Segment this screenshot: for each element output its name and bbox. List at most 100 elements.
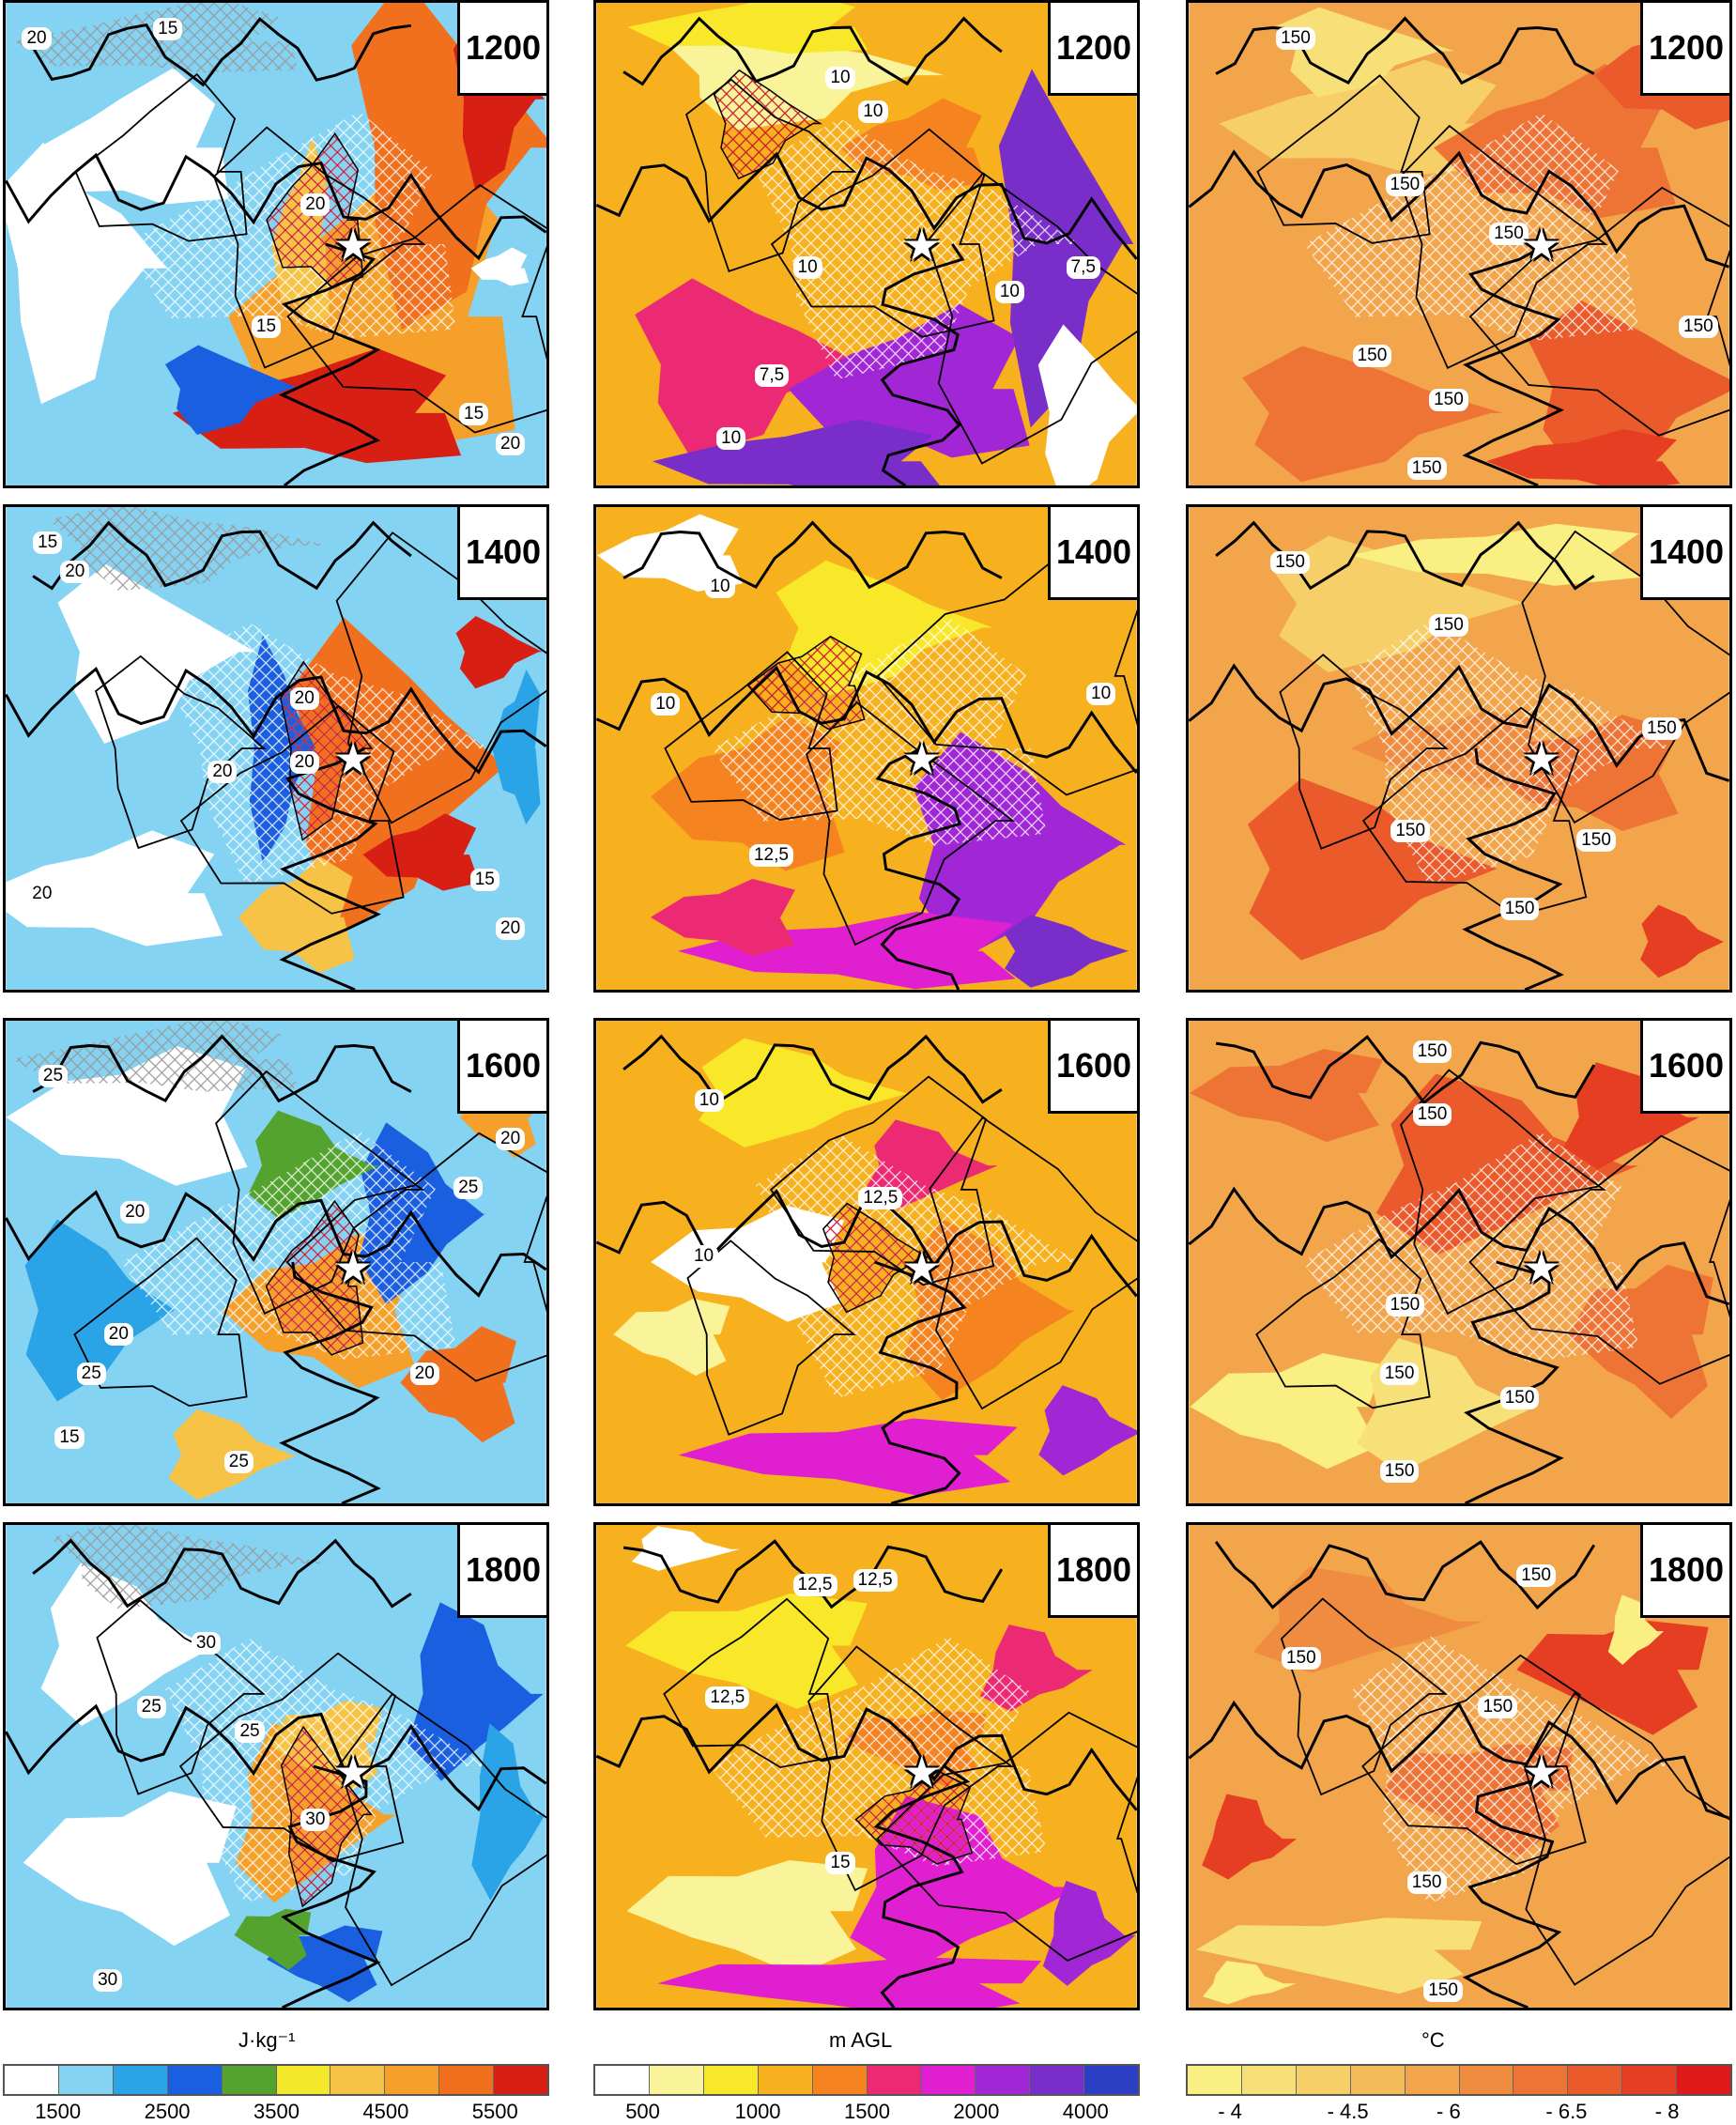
time-label: 1800 bbox=[1640, 1525, 1729, 1618]
isoline-label: 10 bbox=[688, 1245, 719, 1269]
colorbar-swatch bbox=[439, 2066, 495, 2094]
isoline-label: 25 bbox=[38, 1064, 69, 1087]
map-panel-r3-c0: 30 25 25 30 30 ★ 1800 bbox=[3, 1522, 549, 2010]
isoline-label: 10 bbox=[705, 575, 735, 598]
isoline-label: 30 bbox=[93, 1969, 123, 1993]
isoline-label: 150 bbox=[1352, 345, 1392, 367]
hatched-region bbox=[11, 1021, 300, 1092]
colorbar-swatch bbox=[1188, 2066, 1242, 2094]
isoline-label: 12,5 bbox=[858, 1186, 903, 1209]
field-region bbox=[407, 1602, 544, 1781]
country-border bbox=[1215, 520, 1595, 591]
country-border bbox=[6, 1703, 546, 1812]
isoline-label: 20 bbox=[207, 761, 238, 784]
colorbar bbox=[1186, 2064, 1732, 2096]
map-panel-r2-c2: 150 150 150 150 150 150 ★ 1600 bbox=[1186, 1018, 1732, 1506]
country-border bbox=[1189, 1186, 1729, 1306]
country-border bbox=[1189, 663, 1729, 782]
time-label: 1800 bbox=[457, 1525, 546, 1618]
country-border bbox=[6, 667, 546, 775]
colorbar-swatch bbox=[494, 2066, 548, 2094]
field-region bbox=[1189, 1049, 1384, 1143]
isoline-label: 25 bbox=[453, 1177, 484, 1200]
isoline-label: 12,5 bbox=[853, 1568, 898, 1592]
colorbar-unit: m AGL bbox=[829, 2028, 893, 2052]
isoline bbox=[1256, 74, 1431, 244]
map-panel-r2-c1: 10 10 12,5 ★ 1600 bbox=[593, 1018, 1140, 1506]
hatched-region bbox=[713, 69, 822, 180]
isoline-label: 7,5 bbox=[1066, 256, 1100, 280]
hatched-region bbox=[1347, 620, 1672, 885]
field-region bbox=[1253, 1566, 1483, 1673]
field-region bbox=[1640, 904, 1725, 978]
country-border bbox=[32, 520, 412, 591]
colorbar-swatch bbox=[58, 2066, 114, 2094]
field-region bbox=[625, 1593, 868, 1709]
colorbar-swatch bbox=[1241, 2066, 1297, 2094]
country-border bbox=[1462, 1764, 1562, 2008]
field-region bbox=[492, 669, 541, 825]
hatched-region bbox=[121, 1131, 456, 1360]
isoline-label: 20 bbox=[496, 432, 526, 455]
colorbar-swatch bbox=[1350, 2066, 1406, 2094]
hatched-region bbox=[1304, 113, 1639, 342]
colorbar-tick-label: - 6.5 bbox=[1545, 2100, 1588, 2123]
colorbar-tick-label: - 4.5 bbox=[1327, 2100, 1369, 2123]
isoline-label: 12,5 bbox=[705, 1686, 750, 1709]
isoline-label: 150 bbox=[1499, 1387, 1540, 1409]
isoline-label: 150 bbox=[1276, 27, 1315, 50]
field-region bbox=[650, 878, 795, 957]
field-region bbox=[57, 563, 255, 744]
isoline bbox=[178, 1652, 405, 1863]
hatched-region bbox=[47, 507, 329, 592]
hatched-region bbox=[753, 118, 1081, 380]
map-panel-r1-c0: 15 20 20 20 20 20 15 20 ★ 1400 bbox=[3, 504, 549, 993]
field-region bbox=[1038, 1385, 1137, 1476]
colorbar-swatch bbox=[649, 2066, 704, 2094]
colorbar-swatch bbox=[921, 2066, 976, 2094]
field-region bbox=[1275, 7, 1455, 98]
colorbar-swatch bbox=[812, 2066, 868, 2094]
map-panel-r1-c1: 10 10 10 12,5 ★ 1400 bbox=[593, 504, 1140, 993]
isoline bbox=[769, 1075, 995, 1286]
country-border bbox=[1462, 747, 1564, 990]
map-field bbox=[6, 507, 546, 990]
field-region bbox=[1528, 300, 1729, 481]
hatched-region bbox=[1350, 1636, 1670, 1904]
colorbar-swatch bbox=[976, 2066, 1031, 2094]
isoline-label: 25 bbox=[136, 1696, 166, 1718]
map-panel-r0-c0: 15 20 20 15 15 20 ★ 1200 bbox=[3, 0, 549, 488]
isoline-label: 150 bbox=[1385, 1294, 1425, 1317]
field-region bbox=[471, 1723, 545, 1901]
country-border bbox=[6, 152, 546, 261]
isoline-label: 150 bbox=[1385, 174, 1425, 196]
isoline bbox=[1468, 1134, 1729, 1385]
location-star-icon: ★ bbox=[902, 1747, 942, 1798]
map-field bbox=[596, 3, 1137, 485]
isoline-label: 10 bbox=[825, 66, 855, 89]
field-region bbox=[1202, 1794, 1298, 1880]
country-border bbox=[1214, 1540, 1596, 1610]
isoline bbox=[215, 1070, 425, 1315]
map-field bbox=[596, 1021, 1137, 1503]
isoline bbox=[1255, 1238, 1431, 1409]
isoline-label: 10 bbox=[1086, 683, 1116, 706]
location-star-icon: ★ bbox=[1522, 1242, 1561, 1294]
isoline-label: 15 bbox=[459, 403, 489, 426]
isoline-label: 20 bbox=[120, 1201, 150, 1224]
isoline-label: 150 bbox=[1489, 223, 1529, 245]
country-border bbox=[1189, 1700, 1729, 1820]
isoline bbox=[686, 1240, 856, 1436]
colorbar-swatch bbox=[867, 2066, 922, 2094]
time-label: 1200 bbox=[457, 3, 546, 96]
isoline-label: 20 bbox=[289, 751, 319, 774]
colorbar-tick-label: 3500 bbox=[253, 2100, 300, 2123]
field-region bbox=[1607, 1594, 1665, 1666]
map-panel-r2-c0: 25 20 25 20 20 20 25 15 25 ★ 1600 bbox=[3, 1018, 549, 1506]
map-panel-r3-c1: 12,5 12,5 12,5 15 ★ 1800 bbox=[593, 1522, 1140, 2010]
isoline-label: 20 bbox=[27, 883, 57, 906]
isoline-label: 150 bbox=[1429, 388, 1468, 411]
isoline-label: 150 bbox=[1412, 1103, 1452, 1127]
isoline-label: 15 bbox=[153, 17, 183, 40]
country-border bbox=[875, 747, 962, 990]
